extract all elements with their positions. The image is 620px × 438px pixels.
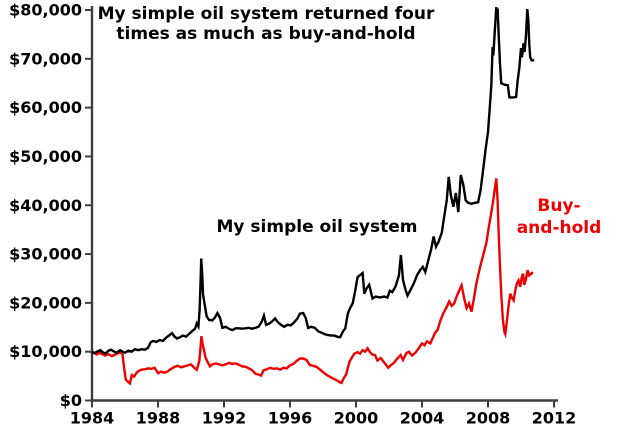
- series-label-buyhold-line1: Buy-: [537, 196, 581, 216]
- series-line-system: [91, 6, 535, 356]
- series-label-buyhold: Buy- and-hold: [503, 195, 615, 239]
- y-tick-label: $20,000: [9, 293, 82, 312]
- x-tick-label: 1996: [268, 409, 313, 428]
- x-tick-label: 1988: [136, 409, 181, 428]
- y-tick-label: $50,000: [9, 147, 82, 166]
- chart-title-line1: My simple oil system returned four: [97, 4, 435, 24]
- x-tick-label: 2000: [334, 409, 379, 428]
- y-tick-label: $0: [60, 391, 82, 410]
- chart-title-line2: times as much as buy-and-hold: [116, 24, 416, 44]
- y-tick-label: $40,000: [9, 196, 82, 215]
- x-tick-label: 2008: [466, 409, 511, 428]
- series-label-buyhold-line2: and-hold: [516, 218, 602, 238]
- x-tick-label: 1992: [202, 409, 247, 428]
- y-tick-label: $30,000: [9, 245, 82, 264]
- series-line-buyhold: [91, 178, 534, 386]
- x-tick-label: 1984: [70, 409, 115, 428]
- y-tick-label: $60,000: [9, 98, 82, 117]
- y-tick-label: $70,000: [9, 49, 82, 68]
- series-label-system: My simple oil system: [216, 217, 418, 237]
- x-tick-label: 2004: [400, 409, 445, 428]
- y-tick-label: $10,000: [9, 342, 82, 361]
- y-tick-label: $80,000: [9, 1, 82, 20]
- chart-title: My simple oil system returned four times…: [85, 4, 447, 44]
- x-tick-label: 2012: [532, 409, 577, 428]
